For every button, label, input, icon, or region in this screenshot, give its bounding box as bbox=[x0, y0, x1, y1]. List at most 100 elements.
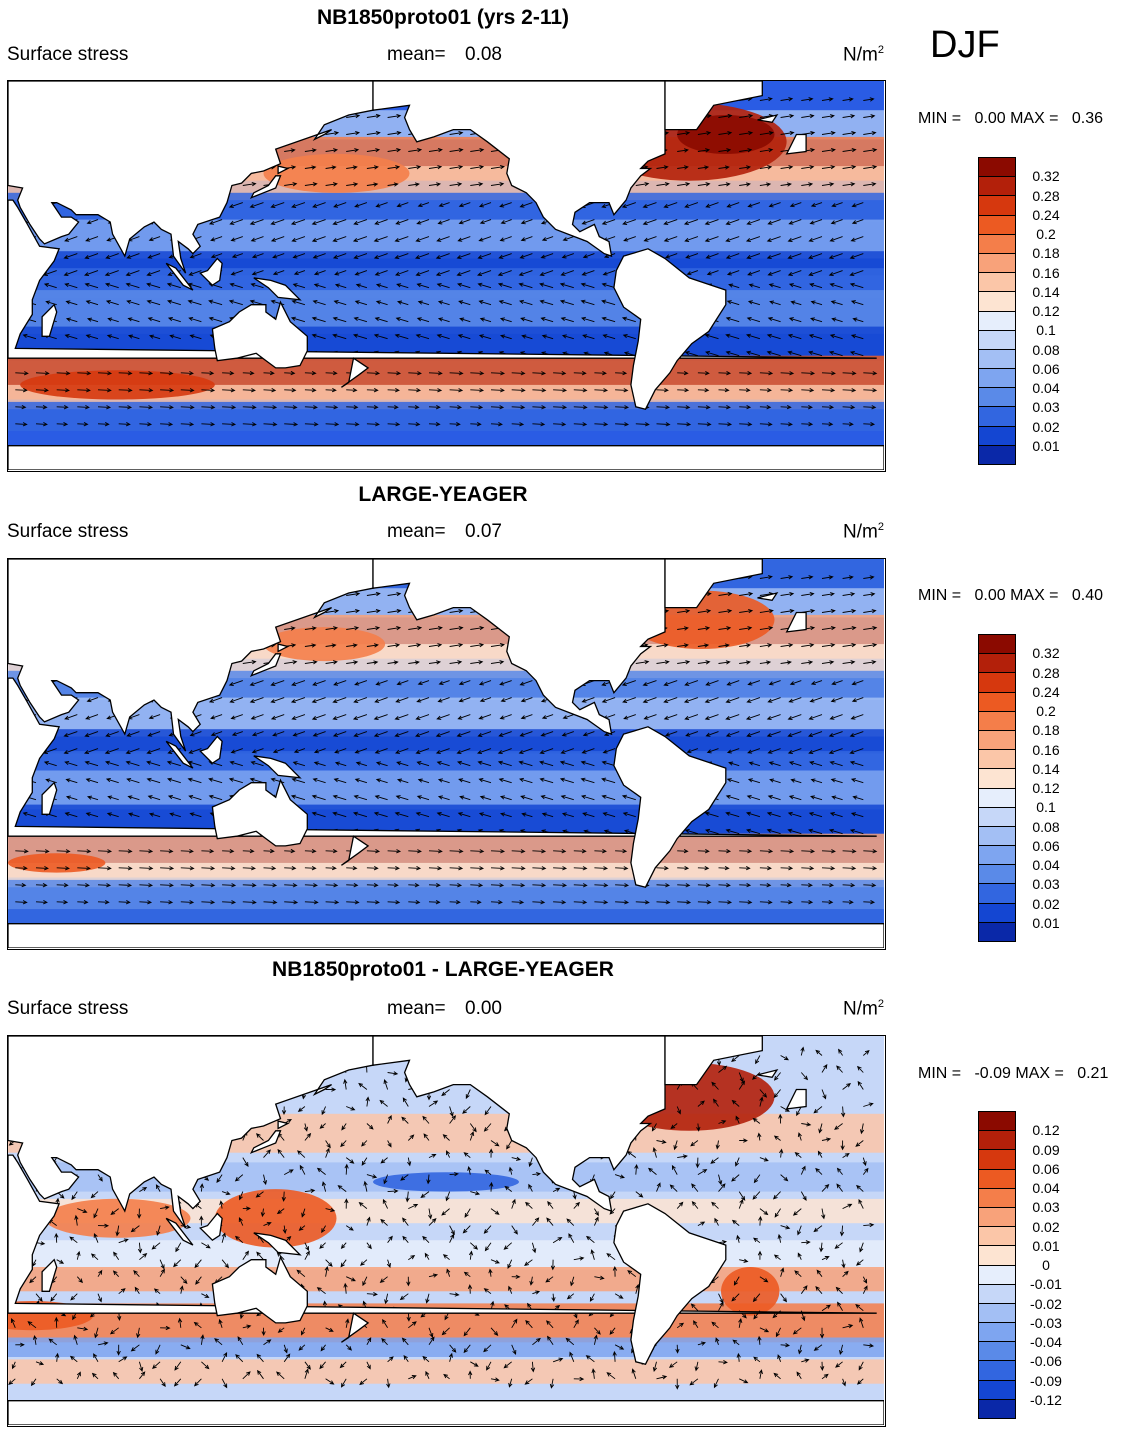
colorbar-swatch bbox=[979, 330, 1015, 350]
stress-vector bbox=[210, 731, 223, 737]
stress-vector bbox=[705, 350, 719, 357]
stress-vector bbox=[788, 317, 802, 323]
stress-vector bbox=[862, 1167, 869, 1175]
stress-vector bbox=[312, 777, 326, 784]
stress-vector bbox=[85, 334, 99, 340]
land-mass bbox=[8, 923, 884, 948]
stress-vector bbox=[438, 680, 450, 686]
stress-vector bbox=[511, 371, 526, 376]
stress-vector bbox=[146, 282, 161, 289]
stress-vector bbox=[457, 334, 471, 340]
stress-vector bbox=[415, 253, 430, 260]
stress-vector bbox=[561, 253, 574, 259]
stress-vector bbox=[136, 1327, 141, 1339]
stress-vector bbox=[857, 1080, 864, 1090]
stress-vector bbox=[93, 1208, 99, 1219]
stress-vector bbox=[808, 236, 823, 242]
stress-vector bbox=[366, 148, 381, 153]
stress-vector bbox=[160, 405, 174, 410]
stress-vector bbox=[801, 422, 814, 427]
stress-vector bbox=[63, 270, 78, 277]
stress-vector bbox=[705, 680, 719, 686]
stress-vector bbox=[573, 388, 588, 393]
stress-vector bbox=[663, 236, 678, 242]
stress-vector bbox=[739, 883, 752, 888]
stress-vector bbox=[683, 697, 699, 704]
stress-vector bbox=[366, 849, 381, 854]
stress-vector bbox=[545, 1320, 554, 1329]
stress-vector bbox=[643, 714, 657, 720]
stress-vector bbox=[490, 642, 506, 648]
stress-vector bbox=[332, 697, 347, 703]
stress-vector bbox=[325, 405, 339, 410]
stress-vector bbox=[686, 748, 699, 754]
colorbar-swatch bbox=[979, 1207, 1015, 1228]
stress-vector bbox=[445, 1191, 451, 1202]
stress-vector bbox=[250, 236, 264, 242]
land-mass bbox=[664, 559, 763, 609]
stress-vector bbox=[118, 866, 133, 871]
colorbar-tick-label: 0.06 bbox=[1032, 837, 1060, 854]
stress-vector bbox=[375, 680, 388, 686]
stress-vector bbox=[334, 761, 347, 767]
panel-3-min-max: MIN = -0.09 MAX = 0.21 bbox=[918, 1065, 1109, 1082]
stress-vector bbox=[746, 828, 761, 835]
stress-vector bbox=[747, 680, 761, 686]
stress-vector bbox=[346, 660, 359, 665]
stress-vector bbox=[284, 883, 298, 888]
stress-vector bbox=[386, 1259, 391, 1269]
stress-vector bbox=[582, 731, 595, 737]
stress-vector bbox=[415, 333, 430, 340]
stress-vector bbox=[540, 253, 554, 259]
stress-vector bbox=[396, 761, 409, 767]
stress-vector bbox=[821, 900, 834, 905]
stress-vector bbox=[291, 777, 306, 784]
stress-vector bbox=[15, 1342, 25, 1347]
stress-vector bbox=[815, 1286, 823, 1294]
stress-vector bbox=[189, 812, 202, 818]
stress-vector bbox=[112, 1371, 120, 1380]
stress-vector bbox=[56, 422, 69, 427]
stress-vector bbox=[366, 1174, 378, 1179]
stress-vector bbox=[532, 1337, 541, 1346]
stress-vector bbox=[366, 643, 379, 648]
panel-1-units: N/m2 bbox=[843, 44, 884, 66]
stress-vector bbox=[490, 866, 505, 871]
stress-vector bbox=[229, 760, 243, 767]
stress-vector bbox=[759, 388, 772, 393]
stress-vector bbox=[77, 371, 92, 376]
stress-vector bbox=[387, 1188, 399, 1194]
stress-vector bbox=[346, 883, 359, 888]
stress-vector bbox=[842, 388, 857, 393]
stress-vector bbox=[408, 883, 420, 888]
stress-vector bbox=[56, 1259, 65, 1264]
stress-vector bbox=[436, 760, 450, 767]
stress-vector bbox=[249, 219, 264, 225]
stress-vector bbox=[718, 422, 733, 427]
land-mass bbox=[249, 653, 282, 677]
stress-vector bbox=[332, 253, 347, 259]
stress-vector bbox=[32, 1334, 38, 1345]
stress-vector bbox=[118, 1356, 128, 1363]
stress-vector bbox=[560, 316, 574, 323]
stress-vector bbox=[281, 1106, 287, 1116]
stress-vector bbox=[221, 1191, 231, 1196]
stress-vector bbox=[794, 1270, 802, 1278]
stress-vector bbox=[399, 1293, 409, 1301]
stress-vector bbox=[731, 1174, 740, 1182]
stress-vector bbox=[590, 1249, 595, 1260]
stress-vector bbox=[428, 1218, 437, 1226]
panel-3-units: N/m2 bbox=[843, 998, 884, 1020]
stress-vector bbox=[713, 1378, 719, 1389]
stress-vector bbox=[725, 253, 740, 259]
stress-vector bbox=[801, 883, 813, 888]
stress-vector bbox=[615, 422, 630, 427]
stress-vector bbox=[180, 405, 195, 410]
colorbar-tick-label: 0.18 bbox=[1032, 245, 1060, 262]
stress-vector bbox=[436, 812, 450, 818]
colorbar-swatch bbox=[979, 865, 1015, 885]
stress-vector bbox=[85, 812, 99, 818]
stress-vector bbox=[235, 1354, 244, 1363]
stress-vector bbox=[677, 643, 689, 648]
stress-vector bbox=[759, 422, 773, 427]
